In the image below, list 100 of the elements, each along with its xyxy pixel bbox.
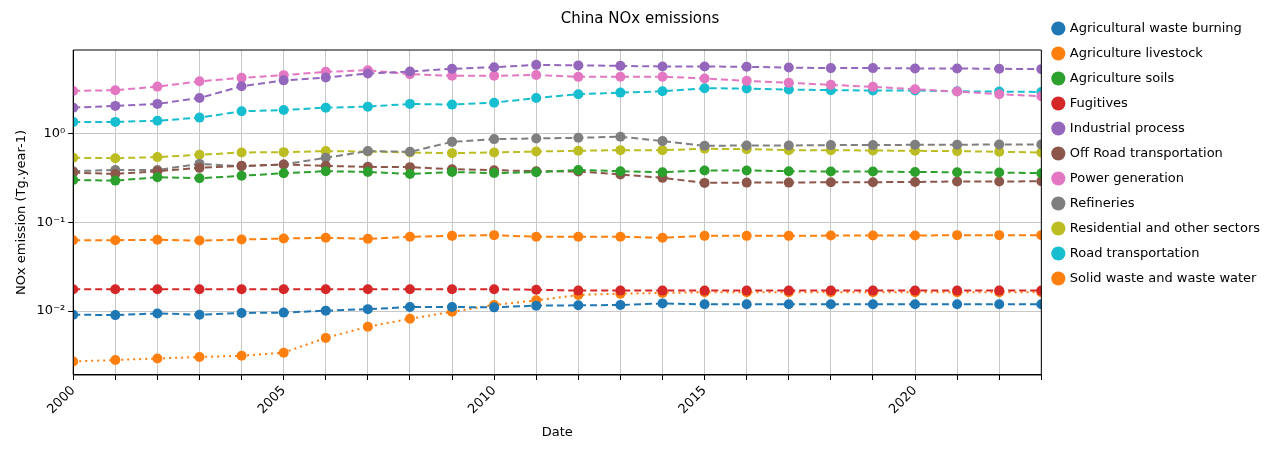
point xyxy=(615,60,626,71)
point xyxy=(825,230,836,241)
point xyxy=(825,79,836,90)
legend-label: Fugitives xyxy=(1069,94,1129,110)
point xyxy=(194,162,205,173)
point xyxy=(152,284,163,295)
point xyxy=(952,230,963,241)
y-tick-label: 10⁻¹ xyxy=(36,213,66,229)
point xyxy=(657,232,668,243)
point xyxy=(110,85,121,96)
point xyxy=(447,148,458,159)
point xyxy=(825,63,836,74)
point xyxy=(783,230,794,241)
point xyxy=(741,230,752,241)
point xyxy=(194,76,205,87)
point xyxy=(615,231,626,242)
point xyxy=(362,284,373,295)
point xyxy=(867,63,878,74)
point xyxy=(699,165,710,176)
point xyxy=(152,308,163,319)
point xyxy=(110,355,121,366)
point xyxy=(994,299,1005,310)
point xyxy=(447,230,458,241)
point xyxy=(489,147,500,158)
point xyxy=(867,166,878,177)
point xyxy=(699,177,710,188)
point xyxy=(952,299,963,310)
legend-label: Power generation xyxy=(1069,169,1184,185)
point xyxy=(825,166,836,177)
chart-title: China NOx emissions xyxy=(560,8,720,27)
legend-label: Off Road transportation xyxy=(1069,144,1223,160)
point xyxy=(320,72,331,83)
point xyxy=(699,230,710,241)
point xyxy=(657,136,668,147)
point xyxy=(404,302,415,313)
point xyxy=(489,134,500,145)
point xyxy=(573,145,584,156)
point xyxy=(320,305,331,316)
point xyxy=(404,284,415,295)
point xyxy=(152,172,163,183)
point xyxy=(278,284,289,295)
point xyxy=(236,170,247,181)
point xyxy=(110,284,121,295)
y-axis-title: NOx emission (Tg.year-1) xyxy=(13,129,29,296)
point xyxy=(447,99,458,110)
legend-label: Residential and other sectors xyxy=(1069,219,1261,235)
point xyxy=(531,69,542,80)
point xyxy=(447,302,458,313)
legend-label: Agriculture soils xyxy=(1069,69,1175,85)
point xyxy=(699,73,710,84)
point xyxy=(910,63,921,74)
point xyxy=(741,61,752,72)
point xyxy=(362,233,373,244)
legend-label: Refineries xyxy=(1069,194,1135,210)
point xyxy=(783,177,794,188)
point xyxy=(320,232,331,243)
legend-label: Road transportation xyxy=(1069,244,1200,260)
point xyxy=(952,139,963,150)
point xyxy=(952,167,963,178)
point xyxy=(615,131,626,142)
point xyxy=(152,152,163,163)
point xyxy=(741,299,752,310)
point xyxy=(615,299,626,310)
point xyxy=(194,235,205,246)
point xyxy=(236,308,247,319)
point xyxy=(867,140,878,151)
point xyxy=(699,299,710,310)
point xyxy=(236,72,247,83)
point xyxy=(489,70,500,81)
point xyxy=(867,81,878,92)
point xyxy=(362,167,373,178)
point xyxy=(447,136,458,147)
y-tick-label: 10⁰ xyxy=(43,125,66,141)
point xyxy=(320,284,331,295)
point xyxy=(404,231,415,242)
legend-label: Agricultural waste burning xyxy=(1069,19,1242,35)
point xyxy=(531,133,542,144)
point xyxy=(910,230,921,241)
point xyxy=(278,147,289,158)
point xyxy=(489,97,500,108)
point xyxy=(236,234,247,245)
point xyxy=(110,116,121,127)
point xyxy=(657,61,668,72)
point xyxy=(573,285,584,296)
point xyxy=(657,145,668,156)
point xyxy=(910,139,921,150)
point xyxy=(573,132,584,143)
point xyxy=(278,307,289,318)
point xyxy=(783,62,794,73)
point xyxy=(278,105,289,116)
point xyxy=(152,115,163,126)
point xyxy=(236,81,247,92)
point xyxy=(489,230,500,241)
point xyxy=(994,230,1005,241)
point xyxy=(657,86,668,97)
point xyxy=(110,100,121,111)
point xyxy=(867,230,878,241)
point xyxy=(783,166,794,177)
point xyxy=(152,353,163,364)
point xyxy=(615,145,626,156)
